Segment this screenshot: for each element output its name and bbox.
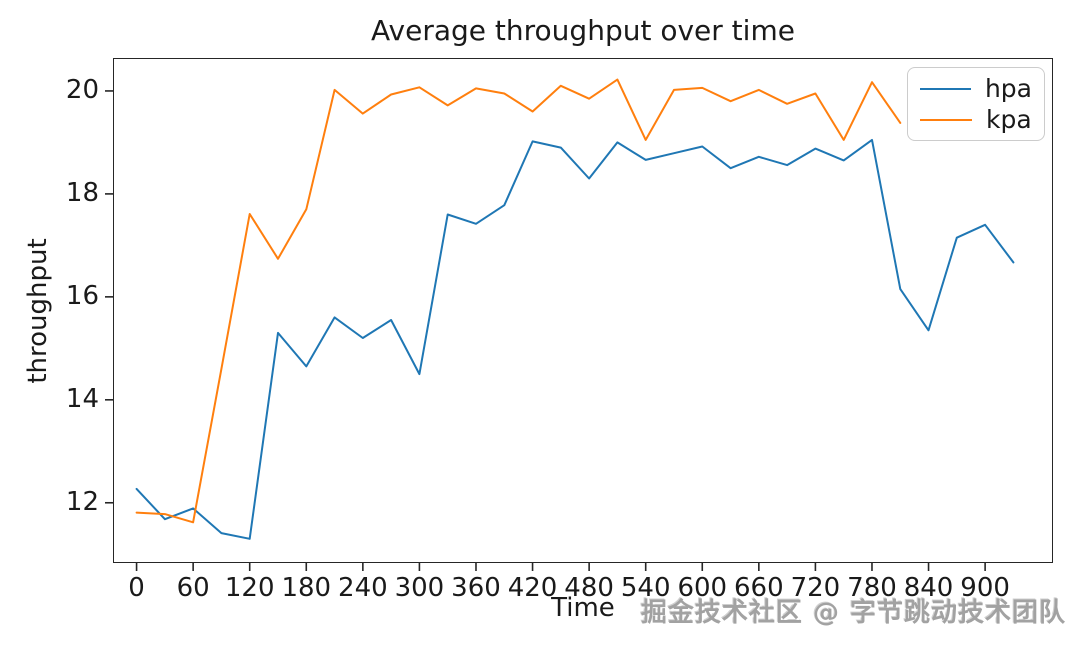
series-line-kpa [135,78,902,524]
x-tick-label: 840 [903,573,954,603]
x-tick-label: 360 [451,573,501,603]
series-line-hpa [135,138,1015,540]
x-tick-label: 300 [394,573,445,603]
x-tick-label: 180 [281,573,332,603]
x-tick-label: 660 [734,573,784,603]
chart-title: Average throughput over time [371,14,795,47]
x-tick-label: 900 [960,573,1010,603]
plot-area [113,58,1053,563]
y-axis-label: throughput [23,238,53,384]
x-tick-label: 0 [128,573,145,603]
y-tick-label: 14 [65,383,99,414]
x-tick-label: 480 [564,573,614,603]
legend-item-hpa: hpa [920,76,1032,101]
y-tick-label: 16 [65,280,99,311]
y-tick-label: 18 [65,177,99,208]
watermark: 掘金技术社区 @ 字节跳动技术团队 [640,598,1066,628]
x-tick-label: 720 [790,573,841,603]
y-tick-label: 12 [65,486,99,517]
legend-label-kpa: kpa [986,105,1032,134]
x-tick-label: 540 [620,573,671,603]
legend-item-kpa: kpa [920,107,1032,132]
x-tick-label: 420 [507,573,558,603]
x-tick-label: 240 [338,573,388,603]
x-tick-label: 120 [224,573,275,603]
legend: hpa kpa [907,67,1045,141]
legend-label-hpa: hpa [984,74,1032,103]
x-tick-label: 780 [847,573,897,603]
x-tick-label: 600 [677,573,728,603]
x-tick-label: 60 [176,573,210,603]
legend-line-sample-kpa [920,118,972,121]
y-tick-label: 20 [65,74,99,105]
x-axis-label: Time [551,593,615,623]
legend-line-sample-hpa [920,87,971,90]
